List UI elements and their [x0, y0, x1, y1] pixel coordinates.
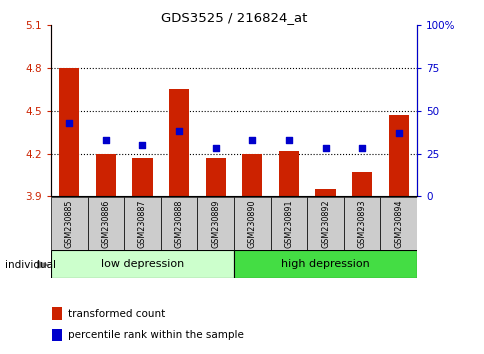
Text: individual: individual — [5, 260, 56, 270]
Point — [248, 137, 256, 143]
Bar — [51, 329, 61, 341]
Text: GSM230894: GSM230894 — [393, 199, 403, 248]
Bar — [307, 197, 343, 250]
Bar — [160, 197, 197, 250]
Point — [358, 145, 365, 151]
Bar — [233, 250, 416, 278]
Bar — [132, 158, 152, 196]
Point — [175, 129, 182, 134]
Bar — [51, 307, 61, 320]
Text: GSM230892: GSM230892 — [320, 199, 330, 248]
Point — [102, 137, 109, 143]
Text: GSM230885: GSM230885 — [64, 199, 74, 248]
Bar — [379, 197, 416, 250]
Bar — [388, 115, 408, 196]
Bar — [242, 154, 262, 196]
Text: GSM230893: GSM230893 — [357, 199, 366, 248]
Bar — [168, 89, 189, 196]
Bar — [197, 197, 233, 250]
Text: GSM230888: GSM230888 — [174, 199, 183, 247]
Text: percentile rank within the sample: percentile rank within the sample — [67, 330, 243, 340]
Bar — [51, 197, 87, 250]
Text: GSM230891: GSM230891 — [284, 199, 293, 248]
Bar — [351, 172, 372, 196]
Bar — [278, 151, 299, 196]
Title: GDS3525 / 216824_at: GDS3525 / 216824_at — [161, 11, 306, 24]
Bar — [270, 197, 307, 250]
Bar — [124, 197, 160, 250]
Point — [321, 145, 329, 151]
Text: GSM230889: GSM230889 — [211, 199, 220, 248]
Text: transformed count: transformed count — [67, 309, 165, 319]
Text: high depression: high depression — [281, 259, 369, 269]
Bar — [59, 68, 79, 196]
Text: GSM230890: GSM230890 — [247, 199, 257, 248]
Point — [212, 145, 219, 151]
Point — [65, 120, 73, 125]
Bar — [315, 189, 335, 196]
Polygon shape — [37, 261, 50, 269]
Point — [394, 130, 402, 136]
Bar — [343, 197, 380, 250]
Point — [285, 137, 292, 143]
Text: low depression: low depression — [101, 259, 184, 269]
Bar — [233, 197, 270, 250]
Text: GSM230886: GSM230886 — [101, 199, 110, 247]
Bar — [205, 158, 226, 196]
Bar — [51, 250, 233, 278]
Bar — [87, 197, 124, 250]
Text: GSM230887: GSM230887 — [137, 199, 147, 248]
Point — [138, 142, 146, 148]
Bar — [95, 154, 116, 196]
